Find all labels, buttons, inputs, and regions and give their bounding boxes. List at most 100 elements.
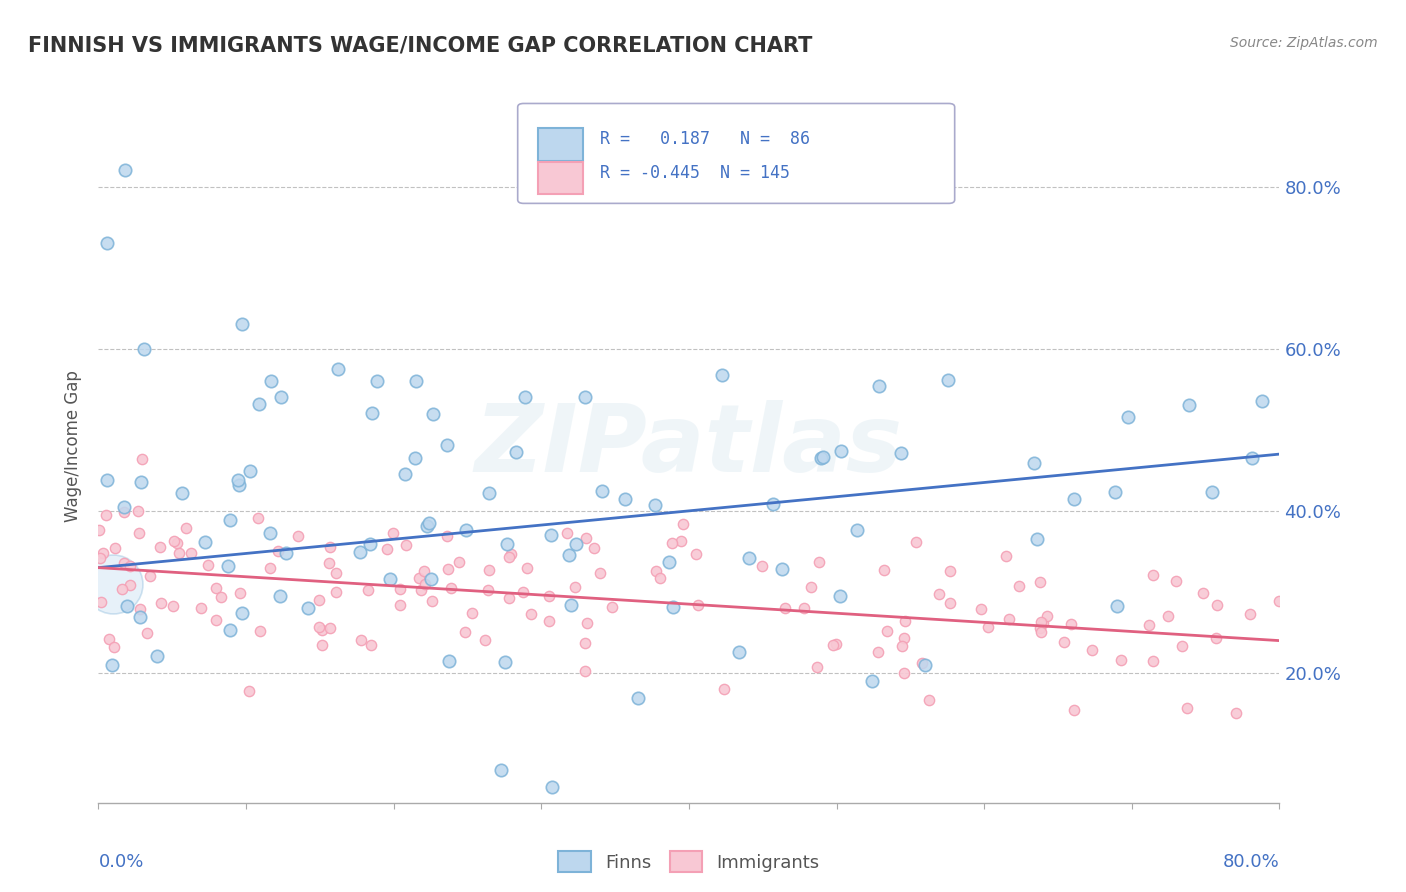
Point: [166, 535, 188, 549]
Point: [478, 563, 501, 577]
Point: [388, 582, 411, 596]
Point: [146, 648, 169, 663]
Point: [87, 523, 110, 537]
Point: [538, 614, 561, 628]
Point: [751, 559, 773, 574]
Point: [1225, 706, 1247, 720]
Y-axis label: Wage/Income Gap: Wage/Income Gap: [65, 370, 83, 522]
Point: [672, 517, 695, 532]
Point: [238, 683, 260, 698]
Point: [197, 558, 219, 573]
Point: [582, 541, 605, 555]
Point: [270, 390, 292, 404]
Point: [136, 626, 159, 640]
Point: [111, 582, 134, 597]
Point: [172, 486, 194, 500]
Point: [1109, 653, 1132, 667]
Point: [1239, 607, 1261, 621]
Point: [893, 614, 915, 628]
Point: [825, 637, 848, 651]
Point: [520, 607, 543, 621]
Point: [249, 624, 271, 638]
Point: [231, 606, 253, 620]
Point: [190, 601, 212, 615]
Point: [114, 163, 136, 178]
Point: [644, 564, 666, 578]
Point: [174, 521, 197, 535]
Point: [977, 620, 1000, 634]
Point: [440, 581, 463, 595]
Point: [163, 533, 186, 548]
Point: [378, 572, 401, 586]
FancyBboxPatch shape: [537, 161, 582, 194]
Legend: Finns, Immigrants: Finns, Immigrants: [551, 844, 827, 880]
Point: [217, 558, 239, 573]
Point: [505, 445, 527, 459]
Point: [103, 577, 125, 591]
Point: [540, 528, 562, 542]
Point: [477, 582, 499, 597]
Point: [297, 601, 319, 615]
Point: [658, 555, 681, 569]
Point: [1025, 532, 1047, 546]
Point: [90, 595, 112, 609]
Point: [589, 566, 612, 581]
Point: [287, 528, 309, 542]
Point: [436, 528, 458, 542]
Point: [395, 538, 418, 552]
Point: [416, 519, 439, 533]
Point: [456, 523, 478, 537]
Point: [96, 473, 118, 487]
Point: [648, 571, 671, 585]
Point: [247, 397, 270, 411]
Point: [1192, 585, 1215, 599]
Point: [1060, 617, 1083, 632]
Point: [810, 450, 832, 465]
Point: [890, 446, 912, 460]
Point: [876, 624, 898, 638]
Point: [366, 374, 388, 388]
Point: [454, 625, 477, 640]
Point: [1178, 398, 1201, 412]
Point: [437, 562, 460, 576]
Point: [260, 374, 283, 388]
Point: [437, 654, 460, 668]
Text: ZIPatlas: ZIPatlas: [475, 400, 903, 492]
Point: [326, 361, 349, 376]
Point: [936, 373, 959, 387]
FancyBboxPatch shape: [517, 103, 955, 203]
Point: [644, 499, 666, 513]
Point: [1063, 491, 1085, 506]
Point: [1063, 703, 1085, 717]
Point: [139, 569, 162, 583]
Point: [1137, 617, 1160, 632]
Point: [613, 492, 636, 507]
Point: [349, 545, 371, 559]
Point: [127, 504, 149, 518]
Point: [149, 540, 172, 554]
Point: [800, 580, 823, 594]
Point: [713, 681, 735, 696]
Point: [381, 525, 404, 540]
Point: [311, 623, 333, 637]
Point: [422, 407, 444, 421]
Point: [928, 587, 950, 601]
Point: [806, 660, 828, 674]
Point: [167, 546, 190, 560]
Point: [904, 534, 927, 549]
Point: [727, 645, 749, 659]
Point: [318, 556, 340, 570]
Point: [1024, 456, 1046, 470]
Point: [1157, 609, 1180, 624]
Point: [194, 535, 217, 549]
Point: [404, 450, 426, 465]
Point: [162, 599, 184, 613]
Point: [770, 562, 793, 576]
Point: [868, 378, 890, 392]
Point: [686, 598, 709, 612]
Point: [128, 602, 150, 616]
Point: [231, 318, 253, 332]
Point: [420, 572, 443, 586]
Point: [226, 473, 249, 487]
Point: [1029, 621, 1052, 635]
